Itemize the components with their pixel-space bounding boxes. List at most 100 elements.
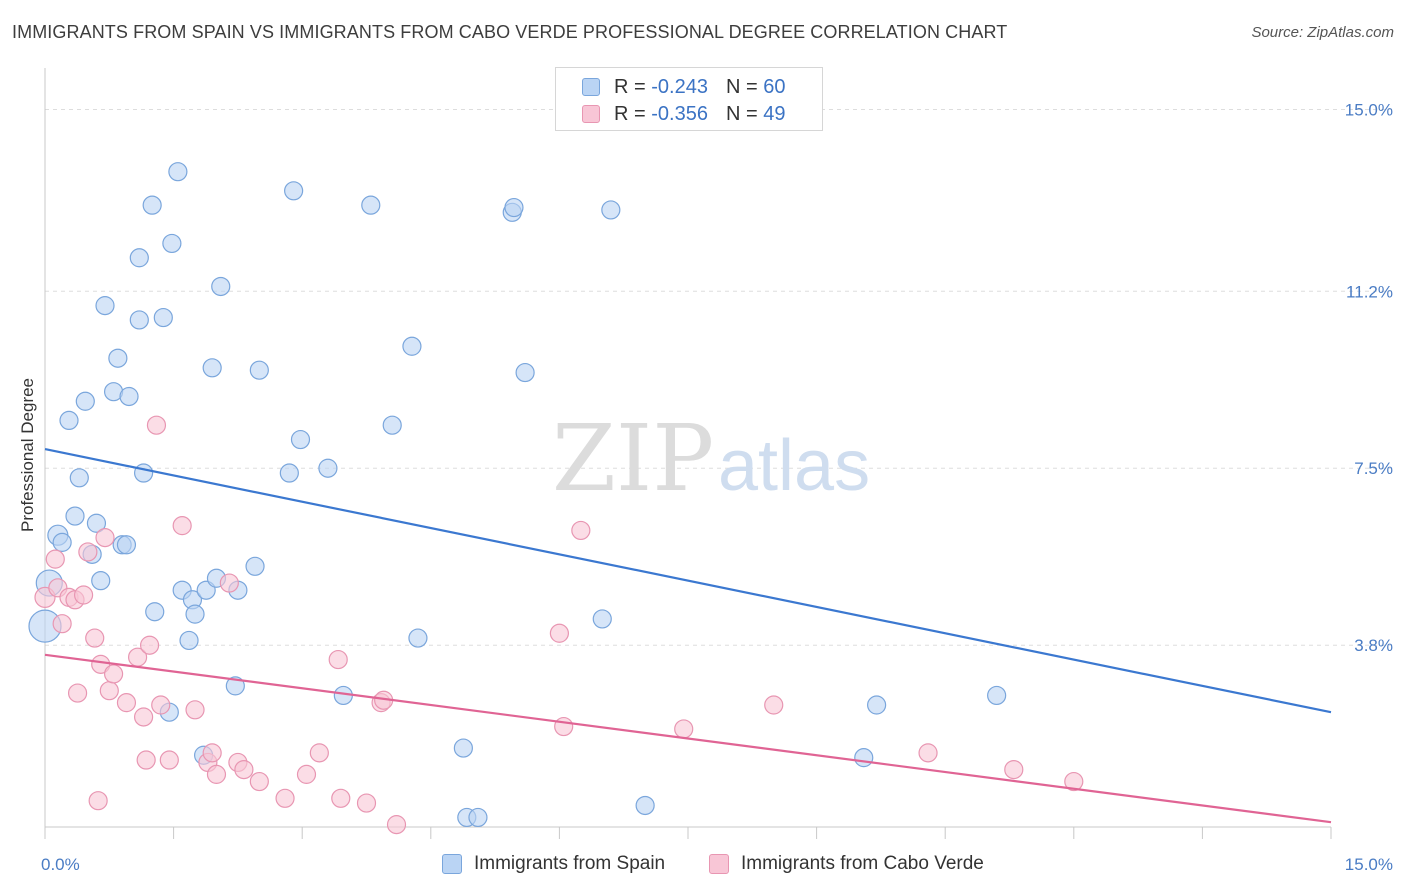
- series-swatch-cabo-verde: [709, 854, 729, 874]
- point-cabo-verde-46: [918, 743, 938, 763]
- point-cabo-verde-41: [549, 623, 570, 643]
- point-cabo-verde-24: [185, 700, 205, 720]
- point-cabo-verde-27: [206, 764, 227, 784]
- point-cabo-verde-17: [133, 707, 154, 727]
- point-spain-10: [91, 571, 111, 591]
- point-spain-52: [504, 197, 524, 218]
- point-spain-21: [145, 602, 165, 622]
- watermark-zip: ZIP: [552, 405, 714, 512]
- point-cabo-verde-30: [234, 759, 254, 780]
- point-cabo-verde-7: [73, 585, 94, 605]
- point-spain-16: [119, 386, 139, 407]
- y-tick-label-1: 7.5%: [1354, 459, 1393, 478]
- point-cabo-verde-13: [99, 681, 119, 701]
- point-spain-11: [95, 296, 115, 316]
- point-cabo-verde-40: [386, 815, 407, 835]
- point-spain-41: [290, 429, 311, 450]
- point-cabo-verde-36: [331, 788, 351, 808]
- point-spain-25: [168, 162, 188, 182]
- legend-n-label: N =: [725, 75, 758, 98]
- legend-n-label: N =: [725, 102, 758, 125]
- point-cabo-verde-9: [85, 628, 105, 648]
- point-cabo-verde-6: [67, 683, 88, 703]
- point-spain-4: [59, 410, 79, 431]
- legend-r-label: R =: [614, 75, 646, 98]
- legend-swatch-spain: [582, 78, 600, 96]
- legend-swatch-cabo-verde: [582, 105, 600, 123]
- x-tick-label-0: 0.0%: [41, 855, 80, 874]
- legend-row-cabo-verde: R = -0.356 N = 49: [582, 100, 785, 128]
- point-spain-58: [867, 695, 887, 715]
- series-label-spain: Immigrants from Spain: [474, 853, 666, 874]
- point-cabo-verde-43: [571, 520, 591, 541]
- trend-layer: [44, 448, 1332, 824]
- point-spain-42: [318, 458, 338, 478]
- point-spain-53: [515, 362, 535, 383]
- point-cabo-verde-15: [116, 693, 137, 713]
- point-cabo-verde-1: [45, 549, 65, 569]
- point-cabo-verde-48: [1064, 771, 1084, 792]
- point-spain-59: [987, 685, 1007, 706]
- point-spain-13: [108, 348, 128, 368]
- series-legend-spain[interactable]: Immigrants from Spain: [442, 850, 665, 878]
- point-cabo-verde-20: [146, 415, 167, 435]
- correlation-legend: R = -0.243 N = 60 R = -0.356 N = 49: [555, 67, 823, 131]
- point-cabo-verde-33: [296, 764, 317, 784]
- point-spain-19: [133, 463, 154, 483]
- point-spain-56: [635, 795, 655, 816]
- point-spain-37: [245, 556, 265, 576]
- point-cabo-verde-47: [1004, 759, 1024, 780]
- point-cabo-verde-11: [91, 654, 111, 674]
- axis-layer: [44, 68, 1332, 839]
- tick-label-layer: 3.8% 7.5% 11.2% 15.0% 0.0% 15.0%: [41, 100, 1393, 874]
- point-cabo-verde-42: [554, 716, 574, 737]
- point-spain-40: [284, 181, 304, 201]
- point-cabo-verde-45: [764, 695, 784, 715]
- y-tick-label-2: 11.2%: [1346, 282, 1393, 301]
- point-spain-17: [129, 248, 149, 268]
- point-spain-44: [361, 195, 381, 215]
- point-spain-47: [408, 628, 428, 648]
- series-legend-cabo-verde[interactable]: Immigrants from Cabo Verde: [709, 850, 984, 878]
- legend-row-spain: R = -0.243 N = 60: [582, 73, 785, 101]
- point-spain-38: [249, 360, 269, 380]
- point-spain-32: [202, 358, 222, 378]
- point-spain-7: [75, 391, 95, 411]
- point-cabo-verde-37: [356, 793, 377, 813]
- watermark-atlas: atlas: [718, 426, 870, 506]
- point-cabo-verde-21: [151, 695, 171, 715]
- point-spain-54: [592, 609, 612, 629]
- point-cabo-verde-44: [674, 719, 694, 739]
- legend-r-label: R =: [614, 102, 646, 125]
- point-cabo-verde-34: [309, 743, 329, 763]
- point-cabo-verde-26: [202, 743, 222, 763]
- point-spain-45: [382, 415, 402, 435]
- point-spain-29: [185, 604, 205, 624]
- chart-source: Source: ZipAtlas.com: [1251, 24, 1394, 41]
- point-cabo-verde-32: [275, 788, 295, 808]
- point-spain-36: [225, 676, 245, 696]
- series-swatch-spain: [442, 854, 462, 874]
- point-cabo-verde-23: [172, 516, 192, 536]
- point-cabo-verde-12: [95, 528, 115, 548]
- point-spain-46: [402, 336, 422, 356]
- point-cabo-verde-14: [103, 664, 124, 684]
- point-spain-15: [116, 535, 137, 555]
- point-spain-6: [69, 468, 89, 488]
- point-spain-39: [279, 463, 299, 483]
- series-legend: Immigrants from Spain Immigrants from Ca…: [0, 850, 1406, 878]
- series-label-cabo-verde: Immigrants from Cabo Verde: [741, 853, 984, 874]
- point-cabo-verde-18: [136, 750, 156, 770]
- point-spain-55: [601, 200, 621, 220]
- point-cabo-verde-28: [219, 573, 239, 593]
- legend-n-value-cabo-verde: 49: [763, 102, 786, 125]
- point-spain-50: [468, 807, 488, 828]
- point-spain-9: [86, 513, 107, 533]
- point-spain-5: [65, 506, 85, 526]
- point-spain-20: [142, 195, 162, 215]
- point-cabo-verde-22: [159, 750, 179, 770]
- point-cabo-verde-8: [78, 542, 98, 562]
- point-spain-18: [129, 310, 149, 330]
- point-cabo-verde-3: [52, 614, 72, 634]
